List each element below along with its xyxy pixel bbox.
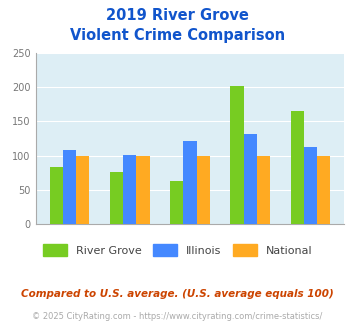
Bar: [76, 156, 89, 224]
Bar: [136, 156, 149, 224]
Text: 2019 River Grove: 2019 River Grove: [106, 8, 249, 23]
Legend: River Grove, Illinois, National: River Grove, Illinois, National: [38, 240, 317, 260]
Bar: [290, 111, 304, 224]
Bar: [304, 147, 317, 224]
Bar: [50, 167, 63, 224]
Bar: [63, 149, 76, 224]
Text: Violent Crime Comparison: Violent Crime Comparison: [70, 28, 285, 43]
Bar: [244, 135, 257, 224]
Bar: [317, 156, 330, 224]
Bar: [110, 172, 123, 224]
Bar: [257, 156, 270, 224]
Bar: [170, 181, 183, 224]
Text: Compared to U.S. average. (U.S. average equals 100): Compared to U.S. average. (U.S. average …: [21, 289, 334, 299]
Bar: [230, 86, 244, 224]
Bar: [123, 155, 136, 224]
Bar: [197, 156, 210, 224]
Text: © 2025 CityRating.com - https://www.cityrating.com/crime-statistics/: © 2025 CityRating.com - https://www.city…: [32, 312, 323, 321]
Bar: [183, 141, 197, 224]
